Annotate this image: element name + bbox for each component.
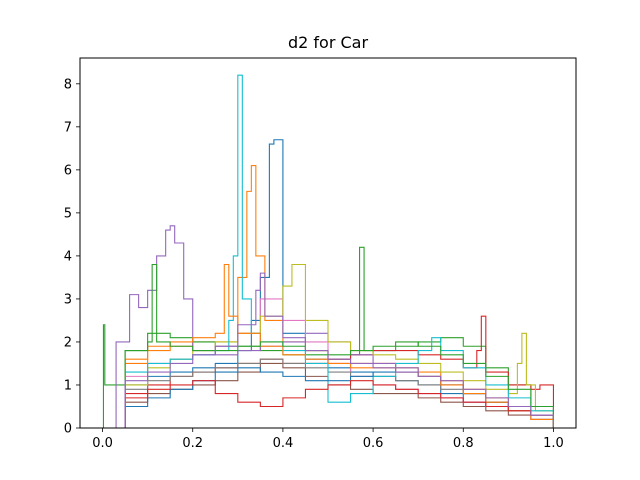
y-tick-label: 1	[64, 378, 72, 393]
y-tick-label: 2	[64, 335, 72, 350]
y-tick-label: 3	[64, 292, 72, 307]
chart-title: d2 for Car	[288, 33, 368, 52]
x-tick-label: 1.0	[543, 436, 564, 451]
x-tick-label: 0.4	[273, 436, 294, 451]
plot-frame	[79, 57, 577, 429]
y-tick-label: 4	[64, 249, 72, 264]
x-axis: 0.0 0.2 0.4 0.6 0.8 1.0	[92, 428, 564, 451]
series-group	[102, 74, 554, 429]
series-line-12	[102, 263, 554, 429]
x-tick-label: 0.8	[453, 436, 474, 451]
y-tick-label: 6	[64, 163, 72, 178]
y-tick-label: 8	[64, 77, 72, 92]
series-line-14	[102, 380, 554, 429]
x-tick-label: 0.0	[92, 436, 113, 451]
series-line-15	[102, 272, 554, 429]
y-axis: 0 1 2 3 4 5 6 7 8	[64, 77, 80, 437]
x-tick-label: 0.6	[363, 436, 384, 451]
y-tick-label: 0	[64, 422, 72, 437]
y-tick-label: 7	[64, 120, 72, 135]
y-tick-label: 5	[64, 206, 72, 221]
x-tick-label: 0.2	[182, 436, 203, 451]
